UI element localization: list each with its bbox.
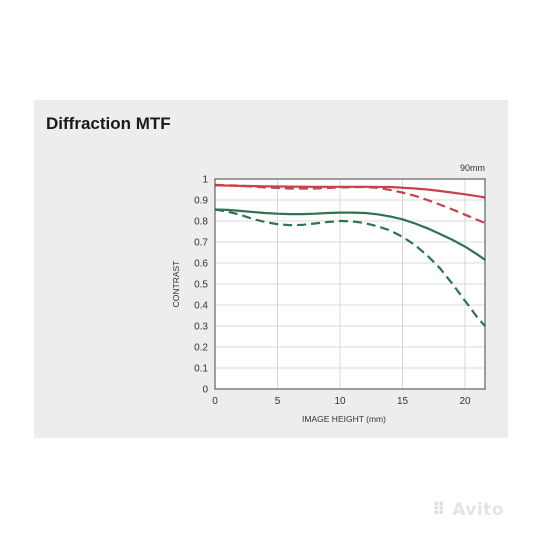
x-tick-label: 0 (212, 396, 218, 407)
x-tick-label: 15 (397, 396, 409, 407)
x-axis-label: IMAGE HEIGHT (mm) (302, 414, 386, 424)
series-line-dashed (214, 183, 486, 225)
x-tick-label: 10 (334, 396, 346, 407)
y-axis-label: CONTRAST (171, 261, 181, 308)
series-line-solid (214, 184, 486, 199)
y-tick-label: 0.3 (194, 322, 208, 333)
chart-title: Diffraction MTF (46, 114, 171, 133)
y-tick-label: 0 (202, 385, 208, 396)
y-tick-label: 0.1 (194, 364, 208, 375)
y-tick-label: 0.5 (194, 280, 208, 291)
plot-frame (214, 178, 486, 390)
watermark-dots-icon: ⠿ (432, 500, 453, 520)
watermark: ⠿ Avito (432, 500, 504, 520)
watermark-text: Avito (452, 500, 504, 520)
chart-panel: Diffraction MTF 0 0.1 0.2 0.3 0.4 0.5 0.6 0.7 0.… (34, 100, 508, 438)
y-tick-label: 0.8 (194, 217, 208, 228)
focal-length-annotation: 90mm (460, 163, 485, 173)
series-line-dashed (214, 208, 486, 327)
x-tick-label: 20 (459, 396, 471, 407)
y-tick-label: 0.2 (194, 343, 208, 354)
y-tick-label: 0.4 (194, 301, 208, 312)
x-tick-label: 5 (275, 396, 281, 407)
series-line-solid (214, 208, 486, 261)
y-tick-label: 1 (202, 175, 208, 186)
mtf-chart: 00.10.20.30.40.50.60.70.80.910 5 10 15 20IMA… (171, 163, 486, 424)
y-tick-label: 0.7 (194, 238, 208, 249)
y-tick-label: 0.6 (194, 259, 208, 270)
y-tick-label: 0.9 (194, 196, 208, 207)
